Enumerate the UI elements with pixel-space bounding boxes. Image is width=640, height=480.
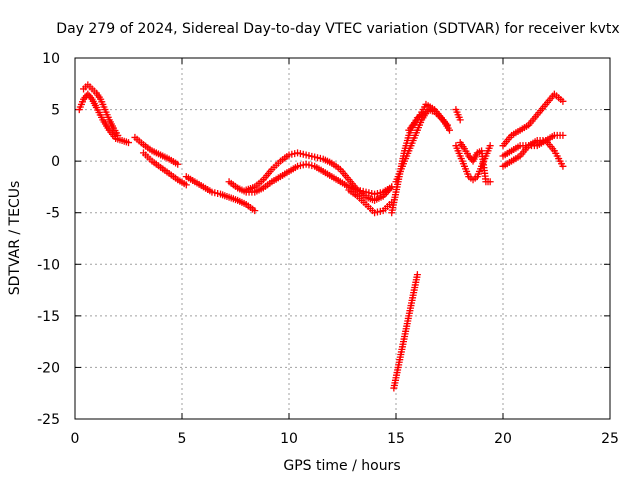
grid-lines [75,58,610,419]
series-track-18 [499,137,567,170]
data-point [486,142,494,150]
data-point [446,126,453,134]
y-tick-label: 0 [51,154,60,170]
series-track-8 [345,186,396,217]
x-tick-label: 10 [280,431,298,447]
series-track-16 [499,90,567,150]
y-tick-label: 10 [42,51,60,67]
plot-frame [74,57,611,420]
y-tick-label: -20 [37,360,60,376]
series-track-11 [405,100,453,134]
data-point [174,160,182,168]
data-point [559,131,567,139]
y-tick-label: -15 [37,309,60,325]
series-track-15 [456,139,494,186]
series-track-4 [139,149,190,189]
chart-title: Day 279 of 2024, Sidereal Day-to-day VTE… [56,21,619,37]
y-tick-labels: 10 5 0 -5 -10 -15 -20 -25 [37,51,60,428]
y-tick-label: -10 [37,257,60,273]
series-track-3 [131,133,182,168]
data-point [413,271,421,279]
x-tick-label: 25 [601,431,619,447]
x-axis-label: GPS time / hours [283,458,400,474]
y-tick-label: -25 [37,412,60,428]
data-point [125,139,132,147]
x-tick-label: 15 [387,431,405,447]
series-track-13 [452,106,464,124]
data-point [456,116,464,124]
data-point [486,178,494,186]
series-track-7 [242,149,396,204]
series-track-1 [75,90,132,147]
x-tick-label: 20 [494,431,512,447]
y-tick-label: -5 [46,206,60,222]
x-tick-label: 0 [71,431,80,447]
y-tick-label: 5 [51,103,60,119]
series-track-14 [452,142,494,184]
data-point [559,97,567,105]
series-track-6 [225,160,396,198]
data-point [251,207,259,215]
series-track-5 [182,173,259,215]
x-tick-label: 5 [178,431,187,447]
y-axis-label: SDTVAR / TECUs [7,181,23,296]
data-point [114,131,122,139]
series-track-12 [390,271,421,392]
ticks [74,57,611,420]
data-point [559,162,567,170]
x-tick-labels: 0 5 10 15 20 25 [71,431,619,447]
series-track-2 [80,81,122,139]
data-points [75,81,567,392]
data-point [182,181,190,189]
